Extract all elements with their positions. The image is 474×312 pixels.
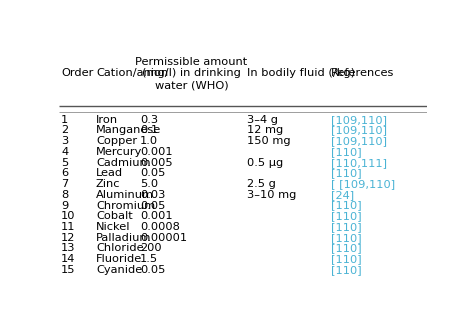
Text: References: References (331, 68, 394, 79)
Text: [110]: [110] (331, 147, 362, 157)
Text: 0.0008: 0.0008 (140, 222, 180, 232)
Text: [109,110]: [109,110] (331, 125, 387, 135)
Text: 0.05: 0.05 (140, 201, 165, 211)
Text: Aluminum: Aluminum (96, 190, 154, 200)
Text: 200: 200 (140, 243, 162, 253)
Text: 2: 2 (61, 125, 68, 135)
Text: Order: Order (61, 68, 93, 79)
Text: Mercury: Mercury (96, 147, 142, 157)
Text: 3–10 mg: 3–10 mg (246, 190, 296, 200)
Text: [109,110]: [109,110] (331, 136, 387, 146)
Text: 0.03: 0.03 (140, 190, 165, 200)
Text: 3: 3 (61, 136, 68, 146)
Text: [110]: [110] (331, 233, 362, 243)
Text: [ [109,110]: [ [109,110] (331, 179, 395, 189)
Text: [110]: [110] (331, 201, 362, 211)
Text: 5.0: 5.0 (140, 179, 158, 189)
Text: Cyanide: Cyanide (96, 265, 142, 275)
Text: Chromium: Chromium (96, 201, 155, 211)
Text: 3–4 g: 3–4 g (246, 115, 278, 125)
Text: [110]: [110] (331, 222, 362, 232)
Text: Palladium: Palladium (96, 233, 151, 243)
Text: 12 mg: 12 mg (246, 125, 283, 135)
Text: 0.1: 0.1 (140, 125, 158, 135)
Text: In bodily fluid (/kg): In bodily fluid (/kg) (246, 68, 355, 79)
Text: 1.0: 1.0 (140, 136, 158, 146)
Text: [110]: [110] (331, 265, 362, 275)
Text: Copper: Copper (96, 136, 137, 146)
Text: 0.5 μg: 0.5 μg (246, 158, 283, 168)
Text: 10: 10 (61, 211, 75, 221)
Text: 0.00001: 0.00001 (140, 233, 187, 243)
Text: Manganese: Manganese (96, 125, 161, 135)
Text: 0.001: 0.001 (140, 211, 173, 221)
Text: Chloride: Chloride (96, 243, 144, 253)
Text: Zinc: Zinc (96, 179, 120, 189)
Text: 0.001: 0.001 (140, 147, 173, 157)
Text: 7: 7 (61, 179, 68, 189)
Text: 0.05: 0.05 (140, 168, 165, 178)
Text: 14: 14 (61, 254, 75, 264)
Text: [110]: [110] (331, 211, 362, 221)
Text: Nickel: Nickel (96, 222, 130, 232)
Text: Cadmium: Cadmium (96, 158, 150, 168)
Text: [110]: [110] (331, 168, 362, 178)
Text: 9: 9 (61, 201, 68, 211)
Text: [110]: [110] (331, 243, 362, 253)
Text: 15: 15 (61, 265, 75, 275)
Text: Cobalt: Cobalt (96, 211, 133, 221)
Text: Cation/anion: Cation/anion (96, 68, 168, 79)
Text: 0.3: 0.3 (140, 115, 158, 125)
Text: 11: 11 (61, 222, 75, 232)
Text: [109,110]: [109,110] (331, 115, 387, 125)
Text: Iron: Iron (96, 115, 118, 125)
Text: 8: 8 (61, 190, 68, 200)
Text: 0.005: 0.005 (140, 158, 173, 168)
Text: Permissible amount
(mg/l) in drinking
water (WHO): Permissible amount (mg/l) in drinking wa… (136, 57, 247, 90)
Text: 6: 6 (61, 168, 68, 178)
Text: Fluoride: Fluoride (96, 254, 142, 264)
Text: [24]: [24] (331, 190, 354, 200)
Text: [110]: [110] (331, 254, 362, 264)
Text: [110,111]: [110,111] (331, 158, 387, 168)
Text: 150 mg: 150 mg (246, 136, 290, 146)
Text: 5: 5 (61, 158, 68, 168)
Text: 12: 12 (61, 233, 75, 243)
Text: 1.5: 1.5 (140, 254, 158, 264)
Text: 0.05: 0.05 (140, 265, 165, 275)
Text: 4: 4 (61, 147, 68, 157)
Text: 1: 1 (61, 115, 68, 125)
Text: Lead: Lead (96, 168, 123, 178)
Text: 13: 13 (61, 243, 75, 253)
Text: 2.5 g: 2.5 g (246, 179, 275, 189)
